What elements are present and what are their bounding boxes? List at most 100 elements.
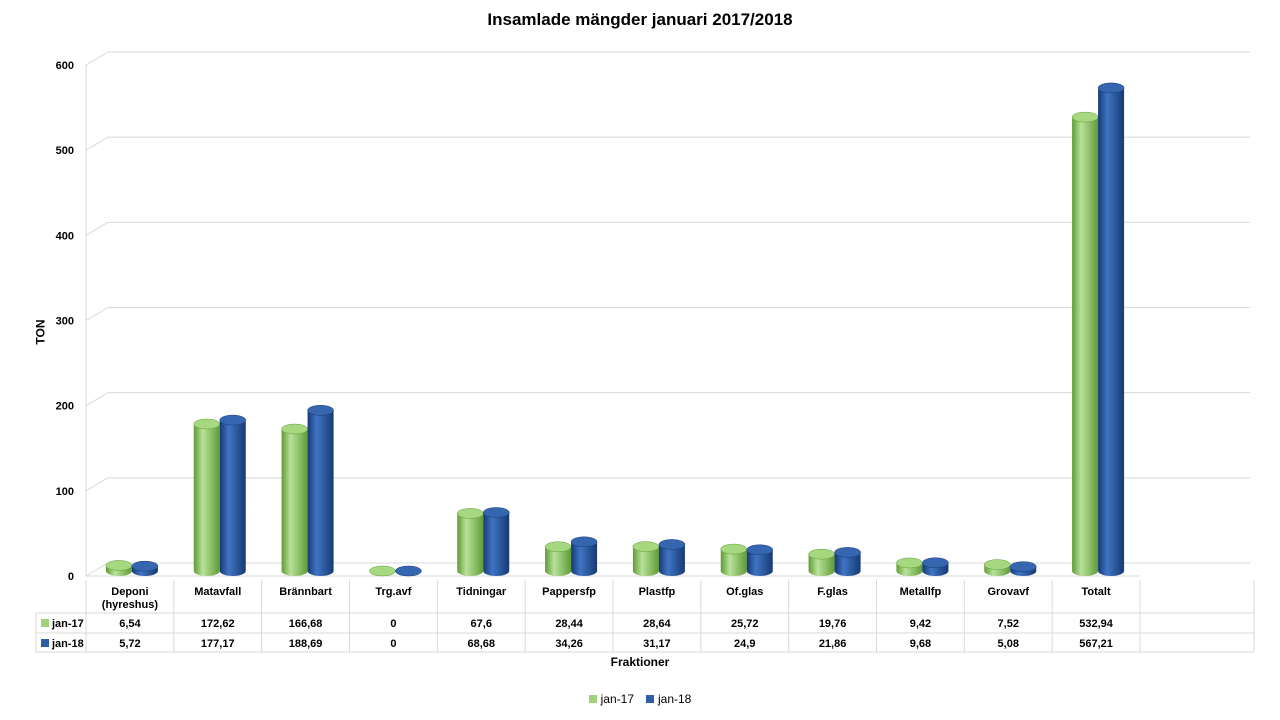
x-tick-label: Trg.avf [375, 586, 411, 598]
data-label: 24,9 [734, 638, 755, 650]
bar-top-jan-18-8 [834, 547, 861, 558]
bar-top-jan-17-7 [720, 543, 747, 555]
data-label: 21,86 [819, 638, 847, 650]
legend-swatch-jan-17 [588, 695, 597, 703]
y-tick-label: 500 [56, 145, 74, 157]
bar-top-jan-18-7 [746, 544, 773, 556]
data-label: 0 [390, 618, 396, 630]
gridline-side [85, 477, 109, 492]
gridline-side [85, 51, 109, 66]
gridline-side [85, 136, 109, 151]
y-tick-label: 200 [56, 401, 74, 413]
x-tick-label: Pappersfp [542, 586, 596, 598]
x-tick-label: Deponi [111, 586, 148, 598]
gridline-side [85, 392, 109, 407]
x-tick-label: (hyreshus) [102, 599, 159, 611]
bar-top-jan-18-2 [307, 405, 334, 416]
data-label: 67,6 [471, 618, 492, 630]
data-label: 172,62 [201, 618, 235, 630]
table-series-label: jan-18 [51, 638, 84, 650]
table-legend-swatch [41, 639, 49, 647]
data-label: 25,72 [731, 618, 759, 630]
legend: jan-17 jan-18 [0, 692, 1280, 706]
x-axis-label: Fraktioner [610, 655, 670, 669]
gridline-side [85, 562, 109, 577]
bar-jan-17-11 [1072, 117, 1099, 577]
data-label: 34,26 [555, 638, 583, 650]
bar-top-jan-17-5 [544, 541, 572, 553]
bar-top-jan-18-11 [1097, 82, 1125, 94]
bar-top-jan-17-3 [369, 565, 396, 577]
bar-top-jan-18-5 [570, 536, 598, 548]
bar-top-jan-17-2 [281, 423, 308, 435]
y-tick-label: 300 [56, 316, 74, 328]
x-tick-label: Brännbart [279, 586, 332, 598]
bar-jan-17-6 [632, 546, 659, 576]
bar-top-jan-18-6 [658, 539, 686, 550]
x-tick-label: Tidningar [456, 586, 507, 598]
x-tick-label: Matavfall [194, 586, 241, 598]
gridline-side [85, 307, 109, 321]
data-label: 28,44 [555, 618, 583, 630]
x-tick-label: Metallfp [900, 586, 942, 598]
data-label: 28,64 [643, 618, 671, 630]
data-label: 31,17 [643, 638, 671, 650]
bar-jan-18-7 [746, 549, 773, 576]
y-tick-label: 600 [56, 60, 74, 72]
data-label: 188,69 [289, 638, 323, 650]
bar-jan-17-2 [281, 429, 308, 576]
x-tick-label: Plastfp [639, 586, 676, 598]
data-label: 5,72 [119, 638, 140, 650]
bar-top-jan-17-8 [808, 548, 835, 560]
table-legend-swatch [41, 619, 49, 627]
chart-title: Insamlade mängder januari 2017/2018 [487, 10, 793, 29]
legend-item-jan-18: jan-18 [646, 692, 691, 706]
bar-jan-17-4 [457, 513, 484, 576]
x-tick-label: Totalt [1082, 586, 1111, 598]
bar-top-jan-17-10 [984, 559, 1011, 570]
bar-jan-18-5 [571, 541, 598, 576]
bar-jan-18-1 [219, 420, 246, 576]
y-tick-label: 0 [68, 571, 74, 583]
data-label: 68,68 [467, 638, 495, 650]
data-label: 9,68 [910, 638, 931, 650]
data-label: 6,54 [119, 618, 141, 630]
y-tick-label: 400 [56, 230, 74, 242]
bar-top-jan-17-9 [896, 557, 923, 569]
bar-jan-17-7 [720, 549, 747, 576]
bar-top-jan-17-1 [193, 418, 220, 430]
bar-top-jan-17-11 [1071, 111, 1099, 123]
data-label: 5,08 [998, 638, 1019, 650]
bar-top-jan-18-4 [483, 507, 510, 518]
data-label: 532,94 [1079, 618, 1114, 630]
legend-item-jan-17: jan-17 [588, 692, 634, 706]
bar-top-jan-18-1 [219, 414, 246, 426]
bar-jan-18-6 [658, 544, 685, 576]
legend-swatch-jan-18 [646, 695, 654, 703]
table-series-label: jan-17 [51, 618, 84, 630]
bar-jan-18-11 [1098, 87, 1125, 576]
bar-jan-17-8 [808, 554, 835, 576]
data-label: 177,17 [201, 638, 235, 650]
data-label: 166,68 [289, 618, 323, 630]
x-tick-label: Of.glas [726, 586, 763, 598]
bar-top-jan-17-4 [457, 508, 484, 519]
bar-jan-18-2 [307, 410, 334, 576]
legend-label-jan-17: jan-17 [600, 692, 634, 706]
x-tick-label: Grovavf [987, 586, 1029, 598]
bar-jan-17-1 [193, 423, 220, 576]
bar-top-jan-18-10 [1010, 561, 1037, 572]
bar-top-jan-17-0 [105, 560, 133, 571]
bar-top-jan-18-0 [131, 560, 159, 572]
data-label: 9,42 [910, 618, 931, 630]
bar-top-jan-18-9 [922, 557, 949, 569]
bar-jan-17-5 [545, 546, 572, 576]
bar-jan-18-4 [483, 512, 510, 576]
bar-jan-18-8 [834, 552, 861, 576]
bar-top-jan-17-6 [632, 541, 660, 552]
data-label: 7,52 [998, 618, 1019, 630]
data-label: 0 [390, 638, 396, 650]
gridline-side [85, 221, 109, 236]
x-tick-label: F.glas [817, 586, 848, 598]
